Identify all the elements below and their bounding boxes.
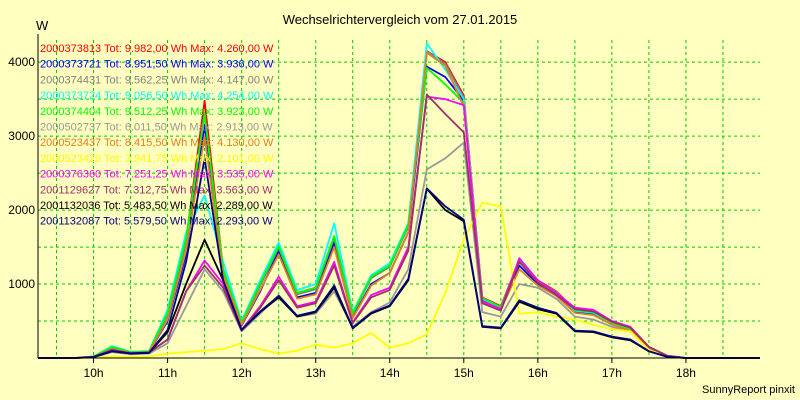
series-line-2001129627 [38, 93, 760, 359]
y-tick-label: 3000 [8, 129, 35, 143]
series-line-2000523429 [38, 201, 760, 359]
y-tick-label: 2000 [8, 203, 35, 217]
x-tick-label: 10h [84, 366, 104, 380]
legend: 2000373813 Tot: 9.982,00 Wh Max: 4.260,0… [40, 43, 274, 228]
y-tick-label: 4000 [8, 55, 35, 69]
legend-entry-2000374404: 2000374404 Tot: 9.512,25 Wh Max: 3.923,0… [40, 106, 274, 118]
legend-entry-2000373813: 2000373813 Tot: 9.982,00 Wh Max: 4.260,0… [40, 43, 274, 55]
x-tick-label: 16h [528, 366, 548, 380]
legend-entry-2001132087: 2001132087 Tot: 5.579,50 Wh Max: 2.293,0… [40, 216, 273, 228]
legend-entry-2001132036: 2001132036 Tot: 5.483,50 Wh Max: 2.289,0… [40, 200, 273, 212]
legend-entry-2000523429: 2000523429 Tot: 3.941,75 Wh Max: 2.101,0… [40, 153, 274, 165]
x-tick-label: 13h [306, 366, 326, 380]
x-tick-label: 15h [454, 366, 474, 380]
x-tick-label: 11h [158, 366, 177, 380]
chart-title: Wechselrichtervergleich vom 27.01.2015 [283, 12, 518, 27]
legend-entry-2000373721: 2000373721 Tot: 8.951,50 Wh Max: 3.936,0… [40, 59, 274, 71]
legend-entry-2000374431: 2000374431 Tot: 9.562,25 Wh Max: 4.147,0… [40, 74, 274, 86]
series-lines [38, 42, 760, 359]
series-line-2001132087 [38, 157, 760, 359]
x-tick-label: 17h [602, 366, 622, 380]
y-tick-label: 1000 [8, 277, 35, 291]
legend-entry-2001129627: 2001129627 Tot: 7.312,75 Wh Max: 3.563,0… [40, 184, 273, 196]
x-tick-label: 12h [232, 366, 252, 380]
legend-entry-2000502737: 2000502737 Tot: 6.011,50 Wh Max: 2.913,0… [40, 122, 273, 134]
x-tick-label: 18h [676, 366, 696, 380]
footer-credit: SunnyReport pinxit [702, 384, 795, 396]
series-line-2000523437 [38, 51, 760, 359]
legend-entry-2000373724: 2000373724 Tot: 9.056,50 Wh Max: 4.254,0… [40, 90, 274, 102]
y-axis-unit-label: W [36, 18, 49, 33]
series-line-2001132036 [38, 187, 760, 359]
y-axis-ticks: 1000 2000 3000 4000 [8, 55, 35, 291]
axes [37, 34, 760, 359]
x-tick-label: 14h [380, 366, 400, 380]
x-axis-ticks: 10h 11h 12h 13h 14h 15h 16h 17h 18h [84, 358, 696, 380]
legend-entry-2000523437: 2000523437 Tot: 8.415,50 Wh Max: 4.130,0… [40, 137, 274, 149]
legend-entry-2000376360: 2000376360 Tot: 7.251,25 Wh Max: 3.535,0… [40, 169, 274, 181]
grid [38, 40, 760, 358]
